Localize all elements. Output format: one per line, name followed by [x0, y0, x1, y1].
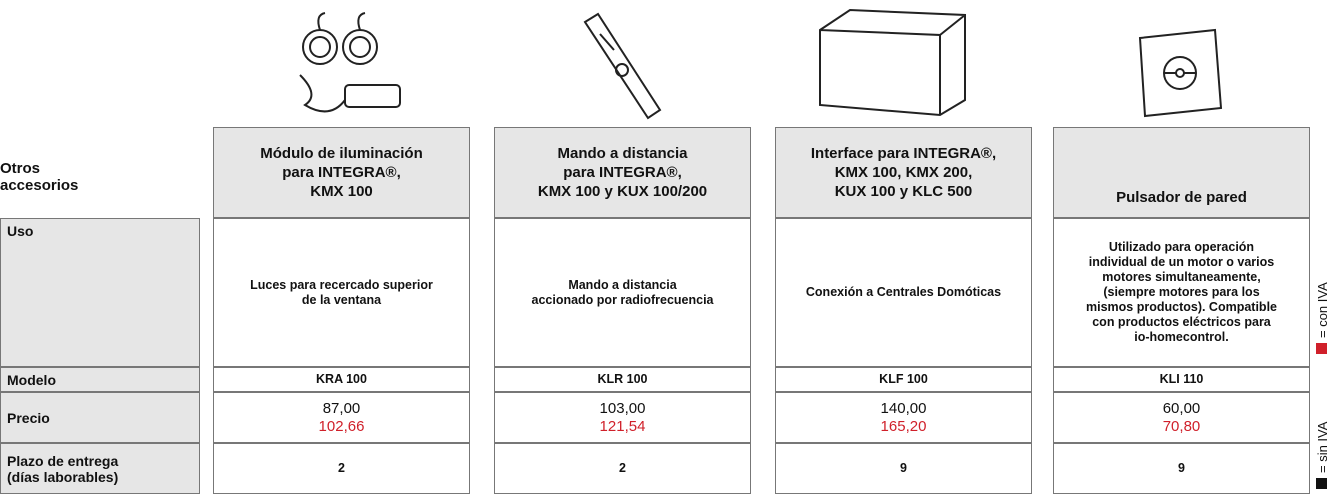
row-label-text: Uso [7, 223, 34, 239]
lead-time: 9 [900, 461, 907, 475]
product-name: Mando a distancia para INTEGRA®, KMX 100 y… [494, 127, 751, 218]
row-label: Uso [0, 218, 200, 367]
price-iva: 121,54 [599, 417, 646, 435]
name-line: KMX 100 y KUX 100/200 [537, 183, 708, 200]
legend-sin-iva: = sin IVA [1315, 422, 1330, 473]
row-label: Plazo de entrega (días laborables) [0, 443, 200, 494]
model: KLF 100 [879, 372, 928, 386]
swatch-sin-iva [1316, 478, 1327, 489]
name-line: KMX 100, KMX 200, [834, 164, 973, 181]
name-line: KMX 100 [310, 183, 373, 200]
uso-line: mismos productos). Compatible [1086, 300, 1277, 314]
name-line: Pulsador de pared [1116, 189, 1247, 206]
uso-line: individual de un motor o varios [1088, 255, 1275, 269]
section-title: Otros accesorios [0, 160, 110, 210]
name-line: para INTEGRA®, [563, 164, 682, 181]
uso-line: Mando a distancia [568, 277, 677, 292]
model-cell: KLF 100 [775, 367, 1032, 392]
model: KRA 100 [316, 372, 367, 386]
price-cell: 140,00 165,20 [775, 392, 1032, 443]
product-name: Interface para INTEGRA®, KMX 100, KMX 200… [775, 127, 1032, 218]
uso-cell: Conexión a Centrales Domóticas [775, 218, 1032, 367]
uso-line: Luces para recercado superior [250, 277, 433, 292]
lead-time-cell: 9 [775, 443, 1032, 494]
price-cell: 60,00 70,80 [1053, 392, 1310, 443]
wall-switch-image [1138, 28, 1223, 118]
remote-image [583, 12, 662, 120]
model-cell: KLR 100 [494, 367, 751, 392]
uso-line: accionado por radiofrecuencia [531, 292, 714, 307]
uso-line: de la ventana [301, 292, 382, 307]
product-name: Módulo de iluminación para INTEGRA®, KMX 1… [213, 127, 470, 218]
product-name: Pulsador de pared [1053, 127, 1310, 218]
uso-line: Utilizado para operación [1108, 240, 1255, 254]
name-line: Mando a distancia [557, 145, 688, 162]
lead-time: 2 [338, 461, 345, 475]
price: 87,00 [322, 399, 361, 417]
price-iva: 102,66 [318, 417, 365, 435]
row-label: Modelo [0, 367, 200, 392]
uso-line: io-homecontrol. [1134, 330, 1229, 344]
price-cell: 87,00 102,66 [213, 392, 470, 443]
row-label-text: (días laborables) [7, 468, 119, 485]
row-label-text: Plazo de entrega [7, 452, 119, 469]
model: KLI 110 [1159, 372, 1204, 386]
name-line: para INTEGRA®, [282, 164, 401, 181]
uso-line: con productos eléctricos para [1092, 315, 1271, 329]
legend-text: = con IVA [1315, 282, 1330, 338]
row-label-text: Modelo [7, 371, 56, 388]
swatch-con-iva [1316, 343, 1327, 354]
uso-line: motores simultaneamente, [1102, 270, 1261, 284]
uso-line: (siempre motores para los [1103, 285, 1260, 299]
uso-cell: Luces para recercado superior de la venta… [213, 218, 470, 367]
price: 60,00 [1162, 399, 1201, 417]
model-cell: KRA 100 [213, 367, 470, 392]
lead-time-cell: 2 [213, 443, 470, 494]
lighting-module-image [299, 12, 401, 113]
lead-time: 9 [1178, 461, 1185, 475]
name-line: Interface para INTEGRA®, [810, 145, 997, 162]
lead-time-cell: 9 [1053, 443, 1310, 494]
row-label: Precio [0, 392, 200, 443]
row-label-text: Precio [7, 409, 50, 426]
price: 103,00 [599, 399, 646, 417]
model: KLR 100 [597, 372, 648, 386]
price-iva: 70,80 [1162, 417, 1201, 435]
interface-image [819, 8, 966, 117]
lead-time: 2 [619, 461, 626, 475]
title-text: Otros accesorios [0, 160, 79, 194]
lead-time-cell: 2 [494, 443, 751, 494]
uso-cell: Mando a distancia accionado por radiofrec… [494, 218, 751, 367]
legend-text: = sin IVA [1315, 421, 1330, 473]
price-cell: 103,00 121,54 [494, 392, 751, 443]
uso-cell: Utilizado para operación individual de un… [1053, 218, 1310, 367]
model-cell: KLI 110 [1053, 367, 1310, 392]
uso-line: Conexión a Centrales Domóticas [805, 285, 1002, 299]
legend-con-iva: = con IVA [1315, 282, 1330, 338]
price-iva: 165,20 [880, 417, 927, 435]
price: 140,00 [880, 399, 927, 417]
name-line: KUX 100 y KLC 500 [834, 183, 973, 200]
name-line: Módulo de iluminación [260, 145, 423, 162]
